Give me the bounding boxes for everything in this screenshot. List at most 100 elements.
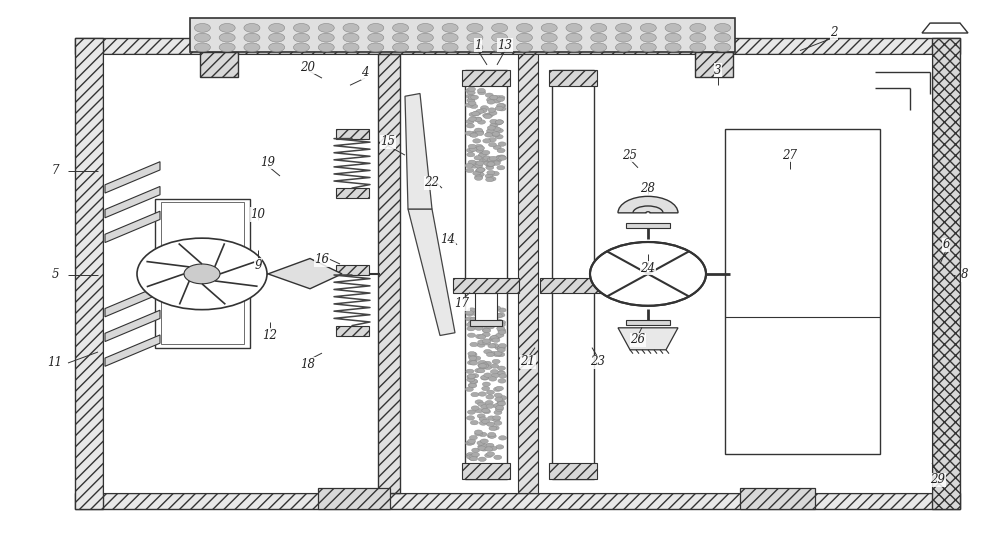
Circle shape xyxy=(473,111,481,116)
Circle shape xyxy=(244,33,260,42)
Circle shape xyxy=(478,363,486,367)
Circle shape xyxy=(474,117,482,122)
Circle shape xyxy=(476,322,484,326)
Circle shape xyxy=(477,343,485,347)
Circle shape xyxy=(343,24,359,32)
Circle shape xyxy=(482,328,490,332)
Circle shape xyxy=(478,446,486,450)
Circle shape xyxy=(496,155,504,160)
Circle shape xyxy=(492,95,500,100)
Circle shape xyxy=(184,264,220,284)
Circle shape xyxy=(496,120,504,124)
Bar xyxy=(626,320,670,325)
Circle shape xyxy=(485,400,493,405)
Circle shape xyxy=(470,104,478,108)
Circle shape xyxy=(488,177,496,181)
Circle shape xyxy=(481,405,489,409)
Circle shape xyxy=(481,444,489,448)
Circle shape xyxy=(497,323,505,327)
Bar xyxy=(465,70,507,478)
Text: 28: 28 xyxy=(640,182,656,195)
Bar xyxy=(378,54,400,493)
Bar xyxy=(740,488,815,509)
Circle shape xyxy=(475,128,483,133)
Text: 8: 8 xyxy=(961,268,969,282)
Circle shape xyxy=(487,422,495,426)
Circle shape xyxy=(497,400,505,404)
Circle shape xyxy=(493,416,501,420)
Circle shape xyxy=(480,447,488,451)
Circle shape xyxy=(499,344,507,348)
Circle shape xyxy=(475,400,483,404)
Circle shape xyxy=(488,344,496,348)
Circle shape xyxy=(468,351,476,356)
Circle shape xyxy=(498,330,506,334)
Bar xyxy=(470,320,502,326)
Circle shape xyxy=(468,117,476,122)
Circle shape xyxy=(479,108,487,113)
Circle shape xyxy=(478,444,486,449)
Circle shape xyxy=(476,148,484,152)
Circle shape xyxy=(491,133,499,137)
Circle shape xyxy=(474,117,482,122)
Circle shape xyxy=(466,124,474,128)
Circle shape xyxy=(493,127,501,131)
Circle shape xyxy=(491,314,499,318)
Circle shape xyxy=(478,402,486,406)
Circle shape xyxy=(472,112,480,116)
Circle shape xyxy=(495,106,503,111)
Circle shape xyxy=(494,319,502,323)
Circle shape xyxy=(466,317,474,321)
Polygon shape xyxy=(405,94,432,209)
Circle shape xyxy=(466,119,474,124)
Bar xyxy=(336,326,369,336)
Circle shape xyxy=(475,409,483,413)
Circle shape xyxy=(566,33,582,42)
Circle shape xyxy=(616,33,632,42)
Circle shape xyxy=(468,87,476,91)
Circle shape xyxy=(496,405,504,410)
Circle shape xyxy=(465,387,473,392)
Bar xyxy=(336,129,369,139)
Circle shape xyxy=(715,33,731,42)
Polygon shape xyxy=(922,23,968,33)
Text: 6: 6 xyxy=(942,238,950,251)
Circle shape xyxy=(484,114,492,119)
Circle shape xyxy=(465,103,473,107)
Circle shape xyxy=(690,33,706,42)
Circle shape xyxy=(486,162,494,167)
Circle shape xyxy=(466,89,474,93)
Circle shape xyxy=(269,43,285,52)
Circle shape xyxy=(469,321,477,325)
Circle shape xyxy=(591,33,607,42)
Circle shape xyxy=(494,387,502,392)
Text: 1: 1 xyxy=(474,39,482,52)
Circle shape xyxy=(486,324,494,329)
Circle shape xyxy=(516,24,532,32)
Circle shape xyxy=(496,97,504,102)
Text: 14: 14 xyxy=(440,233,456,246)
Circle shape xyxy=(485,93,493,97)
Circle shape xyxy=(478,90,486,95)
Circle shape xyxy=(492,417,500,422)
Wedge shape xyxy=(618,196,678,213)
Circle shape xyxy=(487,162,495,166)
Circle shape xyxy=(497,103,505,108)
Circle shape xyxy=(476,172,484,177)
Circle shape xyxy=(487,157,495,162)
Circle shape xyxy=(485,113,493,117)
Circle shape xyxy=(497,166,505,170)
Circle shape xyxy=(478,153,486,157)
Circle shape xyxy=(477,146,485,150)
Text: 19: 19 xyxy=(260,156,276,169)
Circle shape xyxy=(479,432,487,437)
Bar xyxy=(155,199,250,348)
Circle shape xyxy=(487,100,495,104)
Circle shape xyxy=(473,311,481,316)
Circle shape xyxy=(491,364,499,368)
Circle shape xyxy=(470,95,478,100)
Circle shape xyxy=(465,131,473,135)
Circle shape xyxy=(442,33,458,42)
Circle shape xyxy=(469,112,477,117)
Circle shape xyxy=(474,156,482,160)
